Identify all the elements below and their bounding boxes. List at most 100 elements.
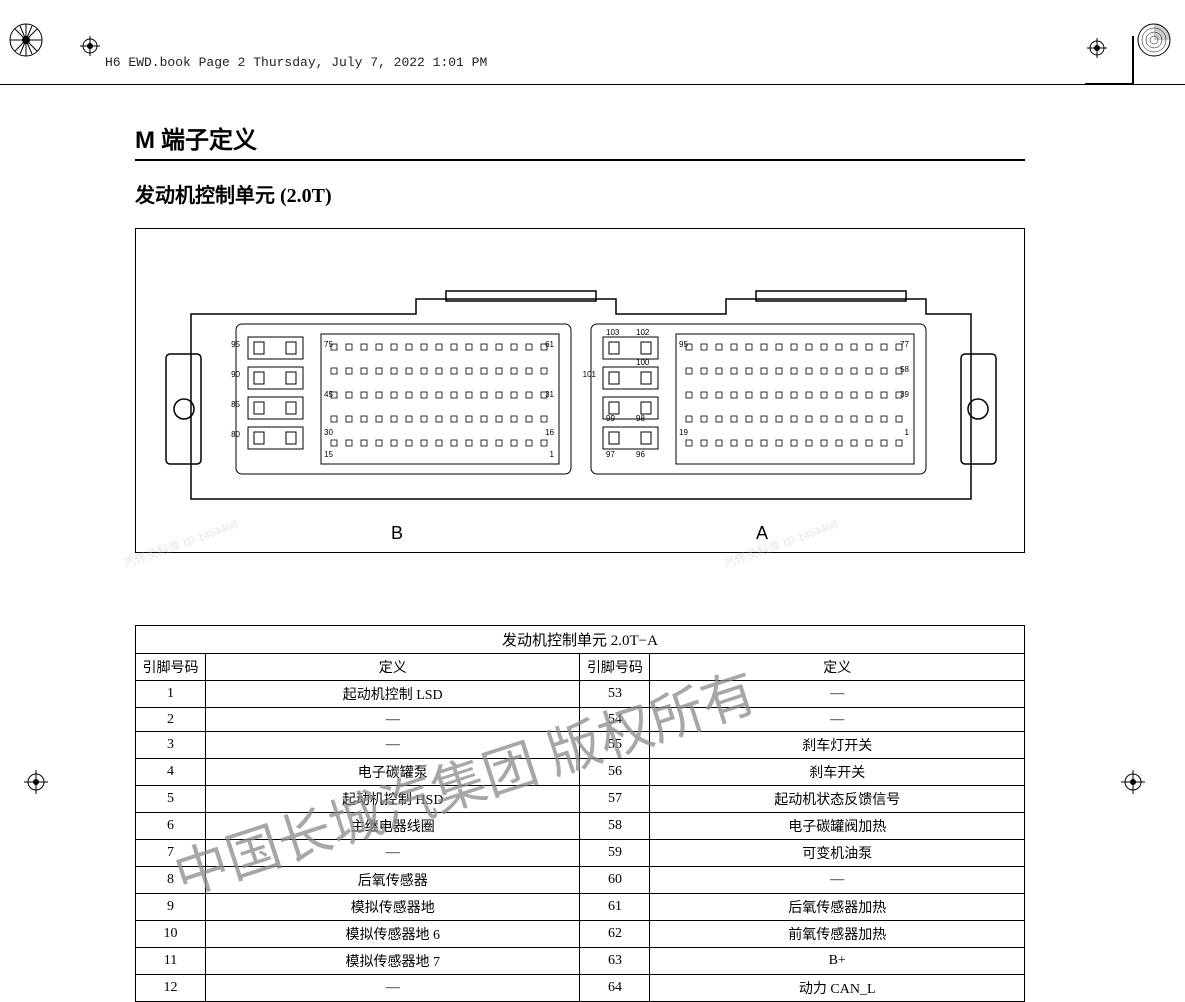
table-row: 3—55刹车灯开关 [136,732,1025,759]
table-row: 5起动机控制 HSD57起动机状态反馈信号 [136,786,1025,813]
svg-text:15: 15 [324,450,333,459]
svg-text:95: 95 [679,340,688,349]
svg-text:96: 96 [636,450,645,459]
table-row: 9模拟传感器地61后氧传感器加热 [136,894,1025,921]
def-cell: 主继电器线圈 [205,813,580,840]
table-row: 10模拟传感器地 662前氧传感器加热 [136,921,1025,948]
svg-text:75: 75 [324,340,333,349]
pin-cell: 55 [580,732,650,759]
table-row: 8后氧传感器60— [136,867,1025,894]
svg-text:103: 103 [606,328,620,337]
def-cell: 后氧传感器加热 [650,894,1025,921]
table-row: 12—64动力 CAN_L [136,975,1025,1002]
svg-text:58: 58 [900,365,909,374]
doc-header-line: H6 EWD.book Page 2 Thursday, July 7, 202… [105,55,487,70]
pin-cell: 58 [580,813,650,840]
table-row: 1起动机控制 LSD53— [136,681,1025,708]
def-cell: — [650,708,1025,732]
svg-text:30: 30 [324,428,333,437]
def-cell: — [650,867,1025,894]
table-row: 2—54— [136,708,1025,732]
connector-label-a: A [756,523,768,544]
def-cell: B+ [650,948,1025,975]
def-cell: 模拟传感器地 7 [205,948,580,975]
reg-mark-left [24,770,64,810]
section-prefix: M [135,127,155,154]
section-title-text: 端子定义 [161,128,257,154]
table-row: 6主继电器线圈58电子碳罐阀加热 [136,813,1025,840]
def-cell: — [205,732,580,759]
def-cell: 电子碳罐阀加热 [650,813,1025,840]
svg-text:97: 97 [606,450,615,459]
svg-text:80: 80 [231,430,240,439]
pinout-table: 发动机控制单元 2.0T−A 引脚号码 定义 引脚号码 定义 1起动机控制 LS… [135,625,1025,1002]
svg-text:102: 102 [636,328,650,337]
svg-text:100: 100 [636,358,650,367]
def-cell: 起动机控制 HSD [205,786,580,813]
pin-cell: 10 [136,921,206,948]
def-cell: — [650,681,1025,708]
section-title: M 端子定义 [135,120,1025,161]
svg-text:1: 1 [905,428,910,437]
svg-text:90: 90 [231,370,240,379]
svg-text:61: 61 [545,340,554,349]
col-def-2: 定义 [650,654,1025,681]
def-cell: 前氧传感器加热 [650,921,1025,948]
pin-cell: 9 [136,894,206,921]
pin-cell: 7 [136,840,206,867]
pin-cell: 56 [580,759,650,786]
svg-text:101: 101 [583,370,597,379]
def-cell: 后氧传感器 [205,867,580,894]
table-title: 发动机控制单元 2.0T−A [136,626,1025,654]
def-cell: — [205,708,580,732]
page-top-rule [0,84,1185,85]
reg-mark-tr2 [1085,36,1125,76]
def-cell: 电子碳罐泵 [205,759,580,786]
pin-cell: 57 [580,786,650,813]
pin-cell: 4 [136,759,206,786]
def-cell: — [205,975,580,1002]
pin-cell: 12 [136,975,206,1002]
pin-cell: 5 [136,786,206,813]
svg-text:77: 77 [900,340,909,349]
def-cell: 模拟传感器地 [205,894,580,921]
svg-text:99: 99 [606,414,615,423]
col-pin-2: 引脚号码 [580,654,650,681]
def-cell: — [205,840,580,867]
def-cell: 刹车灯开关 [650,732,1025,759]
connector-diagram: 95 90 85 80 75 61 45 31 30 16 15 1 [135,228,1025,553]
table-row: 4电子碳罐泵56刹车开关 [136,759,1025,786]
connector-label-b: B [391,523,403,544]
svg-text:95: 95 [231,340,240,349]
page-content: M 端子定义 发动机控制单元 (2.0T) [135,120,1025,1002]
pin-cell: 53 [580,681,650,708]
pin-cell: 61 [580,894,650,921]
pin-cell: 2 [136,708,206,732]
reg-mark-right [1121,770,1161,810]
table-row: 11模拟传感器地 763B+ [136,948,1025,975]
pin-cell: 1 [136,681,206,708]
col-pin-1: 引脚号码 [136,654,206,681]
table-row: 7—59可变机油泵 [136,840,1025,867]
def-cell: 刹车开关 [650,759,1025,786]
pin-cell: 62 [580,921,650,948]
def-cell: 动力 CAN_L [650,975,1025,1002]
svg-text:19: 19 [679,428,688,437]
col-def-1: 定义 [205,654,580,681]
pin-cell: 6 [136,813,206,840]
pin-cell: 11 [136,948,206,975]
svg-text:85: 85 [231,400,240,409]
pin-cell: 8 [136,867,206,894]
pin-cell: 60 [580,867,650,894]
def-cell: 起动机控制 LSD [205,681,580,708]
pin-cell: 64 [580,975,650,1002]
svg-text:98: 98 [636,414,645,423]
def-cell: 模拟传感器地 6 [205,921,580,948]
section-subtitle: 发动机控制单元 (2.0T) [135,179,1025,208]
pin-cell: 54 [580,708,650,732]
svg-text:1: 1 [550,450,555,459]
def-cell: 可变机油泵 [650,840,1025,867]
pin-cell: 63 [580,948,650,975]
crop-mark-tl [6,18,56,68]
pin-cell: 3 [136,732,206,759]
